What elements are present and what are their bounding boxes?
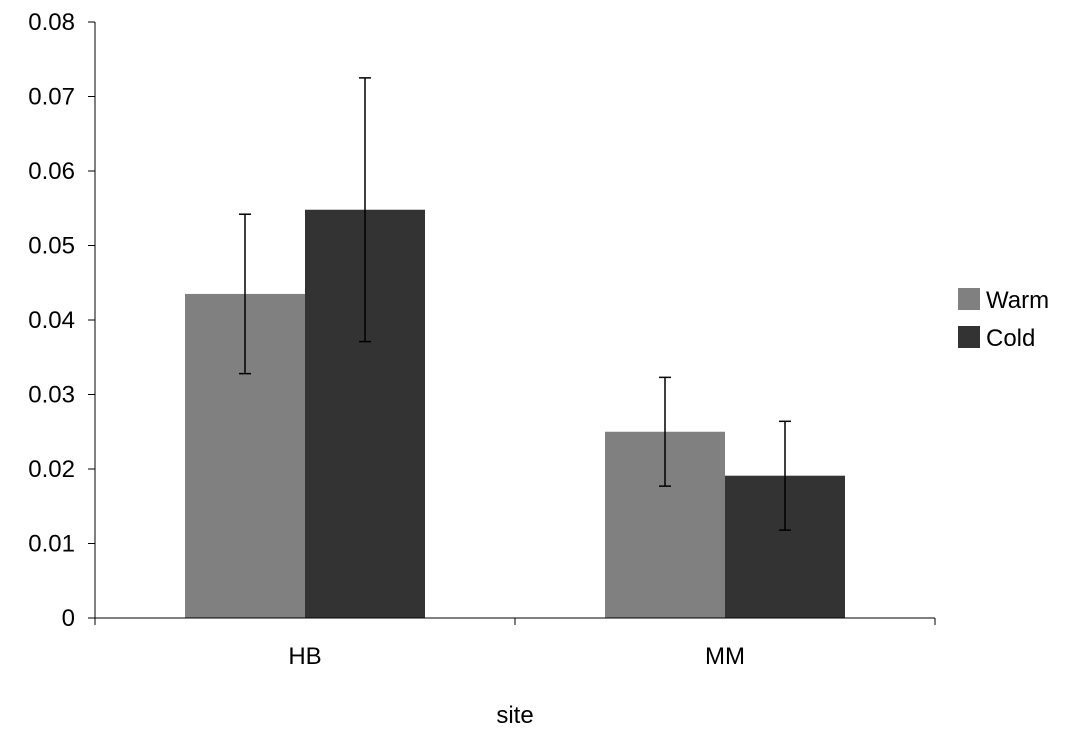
legend-swatch-cold xyxy=(958,326,980,348)
y-tick-label: 0.01 xyxy=(28,531,75,558)
x-tick-label: HB xyxy=(288,643,321,670)
y-tick-label: 0 xyxy=(62,605,75,632)
legend-label-cold: Cold xyxy=(986,325,1035,352)
x-axis-ticks: HB MM xyxy=(94,618,936,670)
bars xyxy=(185,209,845,619)
y-tick-label: 0.06 xyxy=(28,158,75,185)
x-axis-title: site xyxy=(496,702,533,729)
y-axis-ticks: 0 0.01 0.02 0.03 0.04 0.05 0.06 0.07 0.08 xyxy=(28,9,95,632)
y-tick-label: 0.07 xyxy=(28,84,75,111)
y-tick-label: 0.08 xyxy=(28,9,75,36)
x-tick-label: MM xyxy=(705,643,745,670)
y-tick-label: 0.04 xyxy=(28,307,75,334)
legend: Warm Cold xyxy=(958,287,1049,352)
legend-label-warm: Warm xyxy=(986,287,1049,314)
legend-swatch-warm xyxy=(958,288,980,310)
y-tick-label: 0.02 xyxy=(28,456,75,483)
y-tick-label: 0.03 xyxy=(28,382,75,409)
error-bars xyxy=(239,77,791,531)
y-tick-label: 0.05 xyxy=(28,233,75,260)
